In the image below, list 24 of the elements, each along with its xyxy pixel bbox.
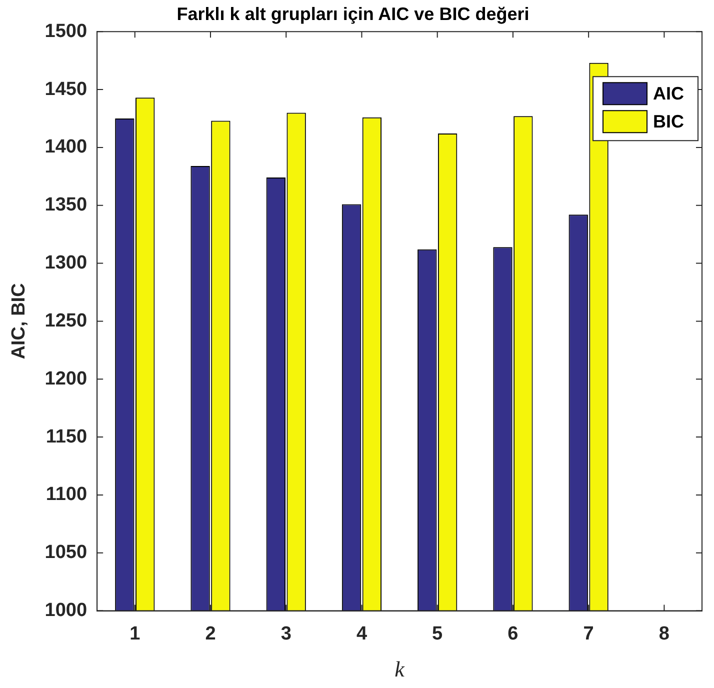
- y-tick-label: 1400: [44, 136, 88, 158]
- legend-label: AIC: [653, 84, 684, 104]
- y-tick-label: 1500: [44, 20, 88, 42]
- y-tick-label: 1100: [46, 484, 88, 506]
- y-tick-label: 1200: [44, 368, 88, 390]
- chart-title: Farklı k alt grupları için AIC ve BIC değeri: [176, 4, 530, 24]
- y-tick-label: 1150: [46, 426, 88, 448]
- x-tick-label: 1: [130, 623, 141, 644]
- y-tick-label: 1050: [44, 542, 88, 564]
- y-tick-label: 1350: [44, 194, 88, 216]
- x-tick-label: 3: [280, 623, 292, 644]
- y-tick-label: 1450: [44, 78, 88, 100]
- x-tick-label: 4: [356, 623, 368, 644]
- legend-label: BIC: [653, 112, 684, 132]
- y-tick-label: 1000: [44, 600, 88, 622]
- x-tick-label: 6: [508, 623, 518, 644]
- x-axis-title: k: [394, 656, 406, 682]
- x-tick-label: 8: [658, 623, 670, 644]
- x-tick-label: 2: [205, 623, 216, 644]
- x-tick-label: 5: [432, 623, 444, 644]
- y-tick-label: 1300: [44, 252, 88, 274]
- y-axis-title: AIC, BIC: [8, 282, 30, 360]
- x-tick-label: 7: [583, 623, 594, 644]
- y-tick-label: 1250: [44, 310, 88, 332]
